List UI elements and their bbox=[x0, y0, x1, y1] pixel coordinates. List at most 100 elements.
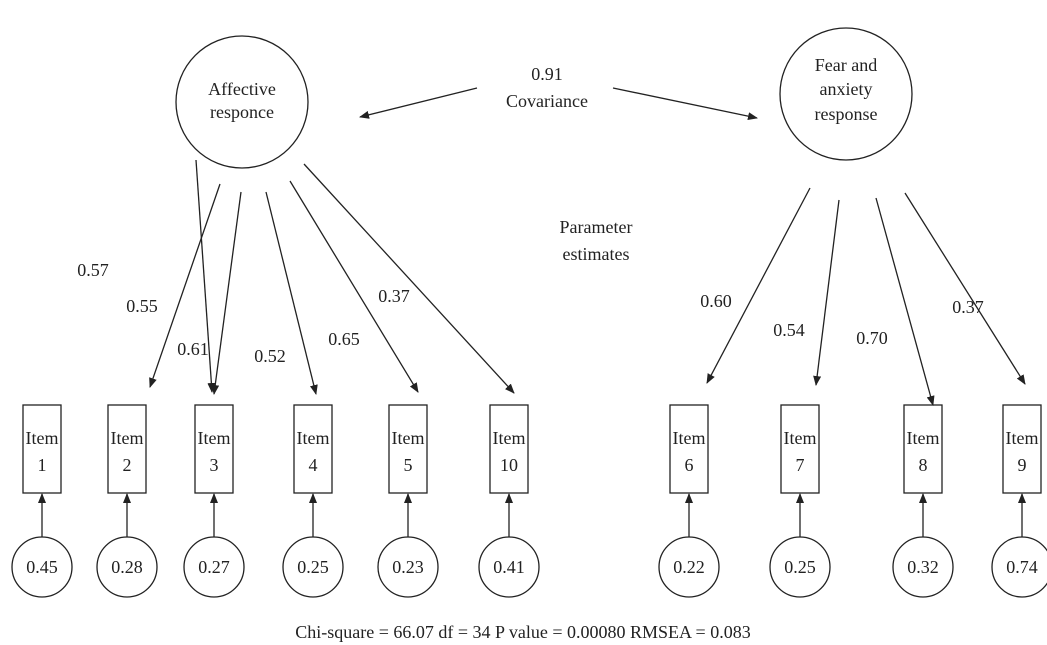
item-label: Item bbox=[26, 428, 59, 448]
parameter-estimates-caption: Parameter estimates bbox=[560, 217, 633, 264]
item-number: 8 bbox=[919, 455, 928, 475]
latent-label-line: Fear and bbox=[815, 55, 877, 75]
loading-arrow bbox=[706, 187, 811, 384]
item-label: Item bbox=[198, 428, 231, 448]
latent-label-line: Affective bbox=[208, 79, 276, 99]
item-label: Item bbox=[297, 428, 330, 448]
error-value: 0.74 bbox=[1006, 557, 1038, 577]
item-number: 3 bbox=[210, 455, 219, 475]
item-box bbox=[780, 404, 820, 494]
error-circle bbox=[478, 536, 540, 598]
loading-arrow bbox=[265, 191, 318, 395]
item-number: 2 bbox=[123, 455, 132, 475]
loading-value: 0.70 bbox=[856, 328, 888, 348]
loading-value: 0.37 bbox=[378, 286, 410, 306]
loading-value: 0.65 bbox=[328, 329, 360, 349]
indicator-item5: 0.65 Item 5 0.23 bbox=[289, 180, 439, 598]
error-circle bbox=[282, 536, 344, 598]
loading-value: 0.60 bbox=[700, 291, 732, 311]
covariance-path: 0.91 Covariance bbox=[359, 64, 758, 121]
error-value: 0.25 bbox=[297, 557, 329, 577]
latent-circle-fear bbox=[779, 27, 913, 161]
parameter-label-line: estimates bbox=[563, 244, 630, 264]
item-label: Item bbox=[1006, 428, 1039, 448]
error-circle bbox=[658, 536, 720, 598]
item-box bbox=[293, 404, 333, 494]
indicator-items: 0.57Item10.450.55Item20.280.61Item30.270… bbox=[11, 159, 1047, 598]
covariance-label: Covariance bbox=[506, 91, 588, 111]
parameter-label-line: Parameter bbox=[560, 217, 633, 237]
item-label: Item bbox=[392, 428, 425, 448]
error-value: 0.22 bbox=[673, 557, 705, 577]
item-number: 6 bbox=[685, 455, 694, 475]
item-box bbox=[1002, 404, 1042, 494]
indicator-item7: 0.54 Item 7 0.25 bbox=[769, 199, 840, 598]
item-box bbox=[388, 404, 428, 494]
item-number: 7 bbox=[796, 455, 805, 475]
item-label: Item bbox=[907, 428, 940, 448]
latent-label-line: responce bbox=[210, 102, 274, 122]
error-value: 0.25 bbox=[784, 557, 816, 577]
error-circle bbox=[991, 536, 1047, 598]
error-value: 0.27 bbox=[198, 557, 230, 577]
loading-arrow bbox=[904, 192, 1026, 385]
loading-arrow bbox=[303, 163, 515, 394]
loading-value: 0.55 bbox=[126, 296, 158, 316]
latent-factor-fear: Fear and anxiety response bbox=[779, 27, 913, 161]
error-circle bbox=[892, 536, 954, 598]
error-circle bbox=[377, 536, 439, 598]
loading-arrow bbox=[211, 191, 242, 395]
error-value: 0.45 bbox=[26, 557, 58, 577]
indicator-item1: 0.57 Item 1 0.45 bbox=[11, 159, 216, 598]
latent-label-line: anxiety bbox=[820, 79, 873, 99]
error-circle bbox=[769, 536, 831, 598]
item-box bbox=[903, 404, 943, 494]
latent-circle-affective bbox=[175, 35, 309, 169]
item-label: Item bbox=[111, 428, 144, 448]
indicator-item2: 0.55 Item 2 0.28 bbox=[96, 183, 221, 598]
item-label: Item bbox=[784, 428, 817, 448]
item-number: 9 bbox=[1018, 455, 1027, 475]
error-value: 0.32 bbox=[907, 557, 939, 577]
covariance-arrow-right bbox=[612, 87, 758, 121]
item-box bbox=[22, 404, 62, 494]
item-label: Item bbox=[673, 428, 706, 448]
error-circle bbox=[11, 536, 73, 598]
item-box bbox=[489, 404, 529, 494]
error-circle bbox=[96, 536, 158, 598]
item-number: 5 bbox=[404, 455, 413, 475]
latent-factor-affective: Affective responce bbox=[175, 35, 309, 169]
error-value: 0.23 bbox=[392, 557, 424, 577]
loading-arrow bbox=[813, 199, 840, 386]
item-number: 4 bbox=[309, 455, 318, 475]
loading-value: 0.52 bbox=[254, 346, 286, 366]
loading-value: 0.61 bbox=[177, 339, 209, 359]
item-box bbox=[669, 404, 709, 494]
item-number: 1 bbox=[38, 455, 47, 475]
loading-arrow bbox=[289, 180, 419, 393]
indicator-item8: 0.70 Item 8 0.32 bbox=[856, 197, 954, 598]
indicator-item3: 0.61 Item 3 0.27 bbox=[177, 191, 245, 598]
loading-value: 0.37 bbox=[952, 297, 984, 317]
indicator-item6: 0.60 Item 6 0.22 bbox=[658, 187, 811, 598]
loading-arrow bbox=[875, 197, 935, 406]
item-box bbox=[194, 404, 234, 494]
item-number: 10 bbox=[500, 455, 518, 475]
indicator-item10: 0.37 Item 10 0.41 bbox=[303, 163, 540, 598]
covariance-arrow-left bbox=[359, 87, 478, 119]
error-value: 0.41 bbox=[493, 557, 525, 577]
indicator-item4: 0.52 Item 4 0.25 bbox=[254, 191, 344, 598]
item-label: Item bbox=[493, 428, 526, 448]
loading-value: 0.57 bbox=[77, 260, 109, 280]
error-circle bbox=[183, 536, 245, 598]
error-value: 0.28 bbox=[111, 557, 143, 577]
loading-arrow bbox=[149, 183, 221, 388]
loading-value: 0.54 bbox=[773, 320, 805, 340]
latent-label-line: response bbox=[815, 104, 878, 124]
loading-arrow bbox=[195, 159, 216, 393]
item-box bbox=[107, 404, 147, 494]
indicator-item9: 0.37 Item 9 0.74 bbox=[904, 192, 1047, 598]
covariance-value: 0.91 bbox=[531, 64, 563, 84]
fit-statistics: Chi-square = 66.07 df = 34 P value = 0.0… bbox=[295, 622, 750, 642]
